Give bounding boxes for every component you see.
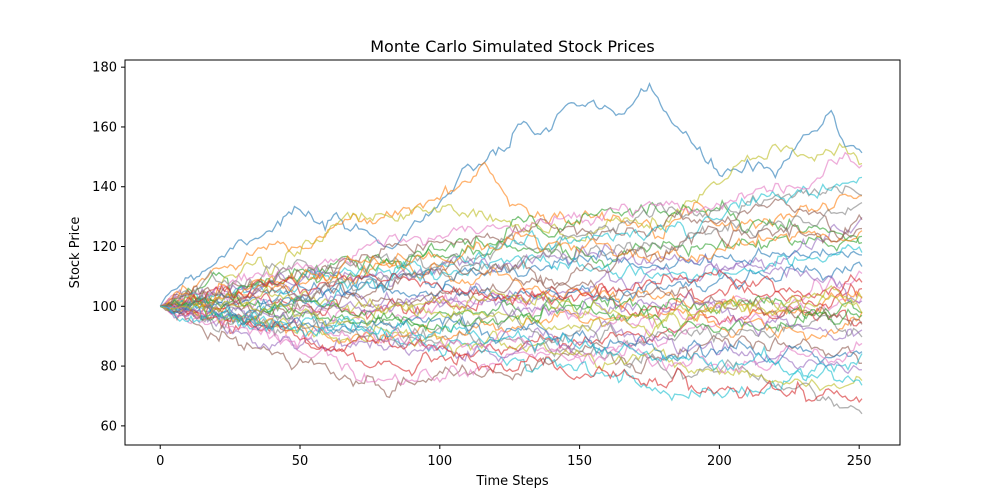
series-line-34: [160, 269, 863, 310]
y-axis-label: Stock Price: [68, 217, 83, 289]
y-axis: 60 80 100 120 140 160 180: [92, 61, 125, 434]
x-axis: 0 50 100 150 200 250: [156, 445, 872, 469]
x-tick-label: 200: [707, 454, 732, 469]
series-line-40: [160, 304, 863, 386]
series-line-23: [160, 294, 863, 333]
series-line-22: [160, 258, 863, 317]
series-line-25: [160, 243, 863, 308]
x-tick-label: 0: [156, 454, 164, 469]
y-tick-label: 100: [92, 300, 117, 315]
x-axis-label: Time Steps: [475, 474, 549, 489]
series-line-35: [160, 291, 863, 341]
series-line-1: [159, 82, 863, 307]
series-line-2: [159, 161, 863, 307]
x-tick-label: 150: [567, 454, 592, 469]
series-line-15: [160, 305, 863, 375]
series-line-38: [160, 202, 863, 317]
series-line-39: [160, 289, 863, 330]
series-line-31: [160, 299, 863, 365]
y-tick-label: 180: [92, 61, 117, 76]
series-line-19: [160, 302, 863, 392]
series-line-18: [159, 185, 863, 307]
plot-frame: [124, 59, 901, 446]
series-line-7: [160, 270, 863, 385]
y-tick-label: 80: [100, 360, 117, 375]
series-line-37: [160, 303, 863, 374]
series-line-32: [160, 230, 863, 310]
y-tick-label: 60: [100, 419, 117, 434]
series-line-27: [159, 151, 863, 307]
y-tick-label: 140: [92, 180, 117, 195]
series-line-6: [159, 305, 863, 399]
x-tick-label: 100: [427, 454, 452, 469]
series-line-28: [160, 301, 863, 349]
x-tick-label: 250: [847, 454, 872, 469]
series-line-20: [160, 176, 863, 311]
y-tick-label: 120: [92, 240, 117, 255]
chart-title: Monte Carlo Simulated Stock Prices: [370, 37, 654, 56]
x-tick-label: 50: [292, 454, 309, 469]
series-lines: [159, 82, 863, 415]
series-line-24: [160, 305, 863, 404]
y-tick-label: 160: [92, 120, 117, 135]
